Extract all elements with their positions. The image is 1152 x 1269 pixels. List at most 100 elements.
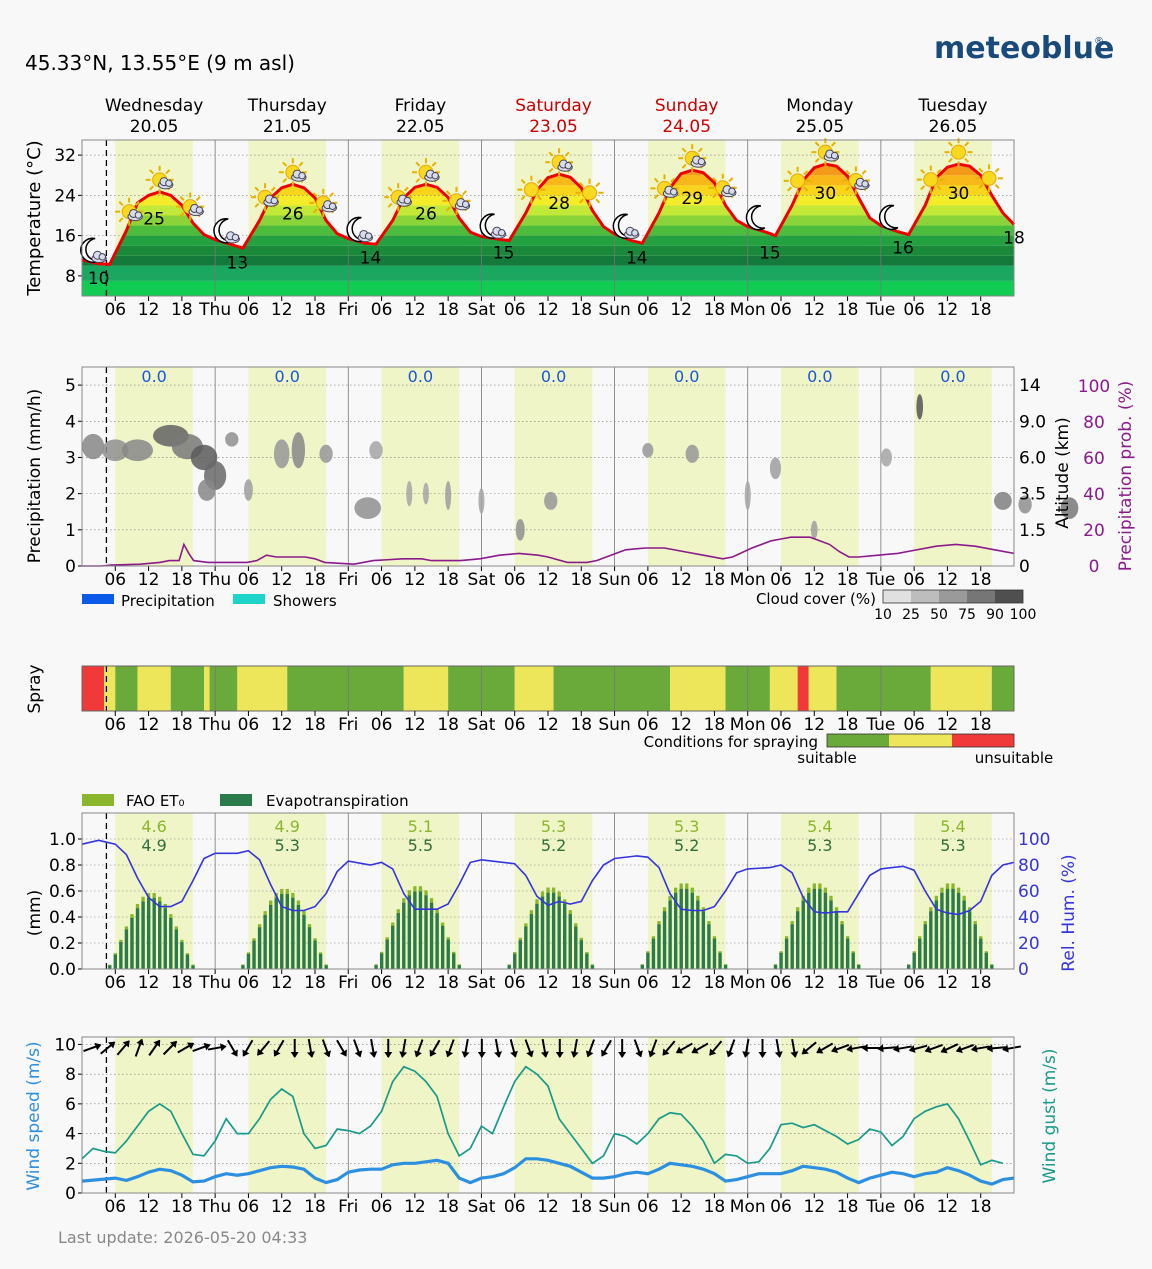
wind-direction-arrow — [816, 1042, 834, 1054]
spray-segment-suitable — [481, 666, 515, 711]
evapotranspiration-bar — [718, 952, 722, 969]
sun-cloud-icon — [811, 138, 840, 167]
probability-tick-label: 80 — [1083, 413, 1105, 433]
sun-ray — [712, 177, 718, 183]
wind-direction-arrow — [148, 1039, 161, 1056]
cloud-puff — [231, 233, 240, 242]
et-bars — [108, 883, 994, 969]
precipitation-probability-axis-title: Precipitation prob. (%) — [1116, 381, 1136, 572]
hour-tick-label: 06 — [504, 973, 526, 993]
sun-ray — [920, 185, 926, 191]
evapotranspiration-bar — [823, 892, 828, 969]
cloud-puff — [697, 157, 706, 166]
arrow-head — [758, 1052, 767, 1058]
arrow-head — [477, 1052, 486, 1058]
sun-cloud-icon — [309, 188, 338, 217]
cloud-puff — [134, 211, 143, 219]
arrow-head — [257, 1048, 265, 1056]
evapotranspiration-bar — [723, 965, 728, 969]
temperature-tick-label: 32 — [54, 146, 76, 166]
cloud-puff — [328, 202, 337, 210]
wind-direction-arrow — [924, 1043, 943, 1054]
cloud-puff — [631, 229, 639, 237]
evapotranspiration-bar — [124, 929, 129, 969]
spray-segment-suitable — [725, 666, 748, 711]
arrow-head — [354, 1050, 363, 1058]
moon-crescent — [745, 204, 766, 231]
sun-ray — [312, 208, 318, 214]
arrow-head — [675, 1046, 684, 1054]
sun-ray — [431, 161, 437, 167]
weather-icons — [80, 138, 1004, 263]
spray-segment-moderate — [769, 666, 798, 711]
day-tick-label: Tue — [865, 715, 895, 735]
wind-direction-arrow — [273, 1039, 285, 1057]
sun-icon — [916, 165, 945, 194]
sun-ray — [964, 157, 970, 163]
arrow-head — [230, 1049, 238, 1057]
sun-cloud-icon — [650, 174, 679, 203]
cloud-cover-blob — [445, 480, 452, 510]
sun-ray — [387, 186, 393, 192]
evapotranspiration-bar — [246, 953, 251, 969]
daily-precip-total: 0.0 — [940, 367, 965, 386]
temperature-band — [82, 255, 1014, 266]
daily-fao-total: 5.3 — [541, 817, 566, 836]
evapotranspiration-bar — [796, 911, 800, 969]
precipitation-day-bands — [82, 367, 1014, 566]
wind-direction-arrow — [1002, 1044, 1022, 1053]
sun-ray — [697, 147, 703, 153]
probability-tick-label: 60 — [1083, 449, 1105, 469]
evapotranspiration-bar — [385, 939, 389, 969]
arrow-head — [1002, 1044, 1009, 1053]
brand-logo: meteoblue — [934, 31, 1114, 66]
arrow-head — [648, 1050, 656, 1058]
spray-legend-frame — [826, 733, 1015, 748]
wind-direction-arrow — [790, 1038, 799, 1058]
daily-et-total: 5.5 — [408, 836, 433, 855]
hour-tick-label: 12 — [670, 570, 692, 590]
arrow-head — [570, 1051, 579, 1058]
evapotranspiration-bar — [152, 897, 156, 969]
precipitation-panel: 0.0 0.0 0.0 0.0 0.0 0.0 0.0 01234501.53.56.09.… — [25, 366, 1136, 623]
wind-direction-arrows — [83, 1038, 1022, 1058]
hour-tick-label: 18 — [304, 1197, 326, 1217]
daily-fao-total: 5.1 — [408, 817, 433, 836]
hour-tick-label: 12 — [404, 973, 426, 993]
sun-disc — [523, 182, 539, 198]
evapotranspiration-bar — [324, 965, 328, 969]
day-tick-label: Tue — [865, 570, 895, 590]
arrow-head — [861, 1044, 868, 1052]
daily-fao-total: 4.9 — [275, 817, 300, 836]
sun-ray — [179, 212, 185, 218]
daylight-band — [914, 367, 992, 566]
cloud-cover-blob — [273, 439, 290, 469]
cloud-cover-legend-title: Cloud cover (%) — [756, 590, 876, 608]
precip-tick-label: 0 — [65, 557, 76, 577]
sun-ray — [947, 157, 953, 163]
daylight-band — [514, 367, 593, 566]
evapotranspiration-bar — [418, 891, 423, 969]
cloud-cover-blob — [744, 480, 751, 510]
evapotranspiration-bar — [968, 911, 972, 969]
arrow-head — [136, 1038, 144, 1046]
hour-tick-label: 18 — [304, 570, 326, 590]
daylight-band — [248, 367, 327, 566]
hour-tick-label: 12 — [670, 715, 692, 735]
daily-precip-total: 0.0 — [408, 367, 433, 386]
day-name: Tuesday — [917, 96, 987, 116]
wind-direction-arrow — [742, 1038, 751, 1058]
evapotranspiration-bar — [696, 900, 700, 969]
hour-tick-label: 12 — [803, 300, 825, 320]
cloud-cover-blob — [515, 518, 525, 541]
hour-tick-label: 06 — [770, 715, 792, 735]
evapotranspiration-bar — [818, 888, 822, 969]
evapotranspiration-bar — [829, 900, 833, 969]
wind-direction-arrow — [908, 1044, 928, 1053]
arrow-head — [122, 1040, 130, 1048]
sun-ray — [387, 202, 393, 208]
hour-tick-label: 18 — [437, 570, 459, 590]
evapotranspiration-bar — [790, 924, 794, 969]
wind-direction-arrow — [986, 1044, 1006, 1053]
evapotranspiration-bar — [452, 953, 456, 969]
